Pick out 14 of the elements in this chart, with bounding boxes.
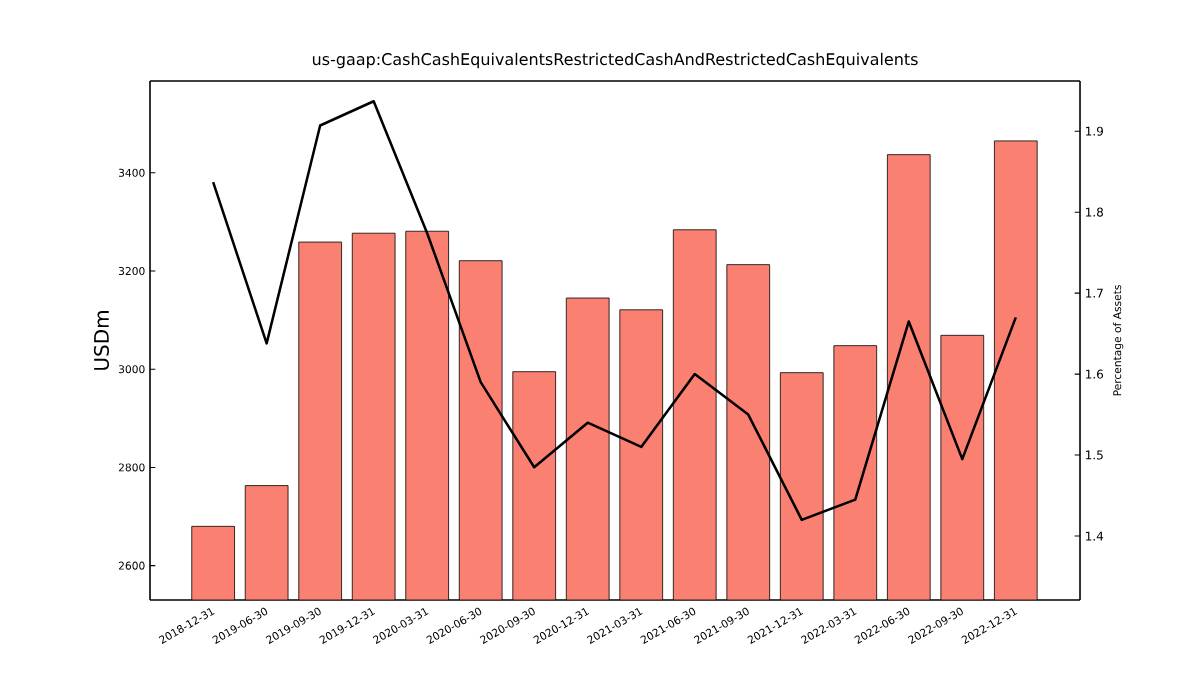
y2-tick-label: 1.9 <box>1086 126 1103 136</box>
y-tick-label: 2800 <box>118 463 145 472</box>
chart-title: us-gaap:CashCashEquivalentsRestrictedCashAndRestrictedCashEquivalents <box>312 52 918 69</box>
y2-tick-label: 1.6 <box>1086 369 1104 379</box>
y-tick-label: 2600 <box>118 561 145 570</box>
y2-tick-label: 1.4 <box>1086 531 1104 541</box>
y-tick-label: 3200 <box>118 266 145 276</box>
y2-axis-title: Percentage of Assets <box>1112 285 1124 396</box>
y-tick-label: 3000 <box>118 365 145 374</box>
y-axis-title: USDm <box>93 311 109 370</box>
y-tick-label: 3400 <box>118 168 145 177</box>
y2-tick-label: 1.5 <box>1086 450 1103 460</box>
y2-tick-label: 1.7 <box>1086 288 1103 298</box>
y2-tick-label: 1.8 <box>1086 207 1103 217</box>
